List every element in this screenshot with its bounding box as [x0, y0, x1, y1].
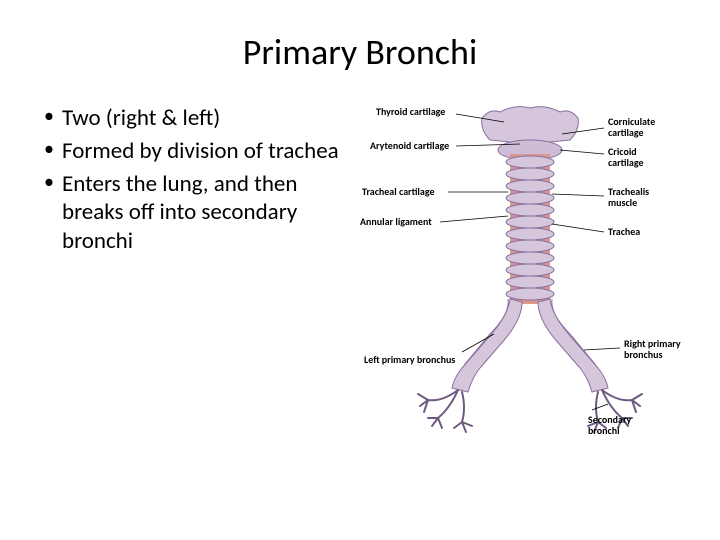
label-secondary: Secondary bronchi [588, 414, 631, 436]
bullet-item: Enters the lung, and then breaks off int… [40, 170, 360, 256]
label-left-primary: Left primary bronchus [364, 354, 455, 365]
anatomy-diagram: Thyroid cartilage Arytenoid cartilage Tr… [370, 104, 690, 444]
label-right-primary: Right primary bronchus [624, 338, 681, 360]
label-thyroid: Thyroid cartilage [376, 106, 445, 117]
label-trachealis: Trachealis muscle [608, 186, 649, 208]
label-tracheal: Tracheal cartilage [362, 186, 434, 197]
slide: Primary Bronchi Two (right & left) Forme… [0, 0, 720, 540]
bullet-item: Two (right & left) [40, 104, 360, 133]
label-arytenoid: Arytenoid cartilage [370, 140, 449, 151]
label-cricoid: Cricoid cartilage [608, 146, 644, 168]
label-annular: Annular ligament [360, 216, 432, 227]
label-trachea: Trachea [608, 226, 640, 237]
slide-title: Primary Bronchi [30, 30, 690, 74]
bullet-list: Two (right & left) Formed by division of… [30, 104, 360, 444]
label-corniculate: Corniculate cartilage [608, 116, 655, 138]
bullet-item: Formed by division of trachea [40, 137, 360, 166]
content-row: Two (right & left) Formed by division of… [30, 104, 690, 444]
